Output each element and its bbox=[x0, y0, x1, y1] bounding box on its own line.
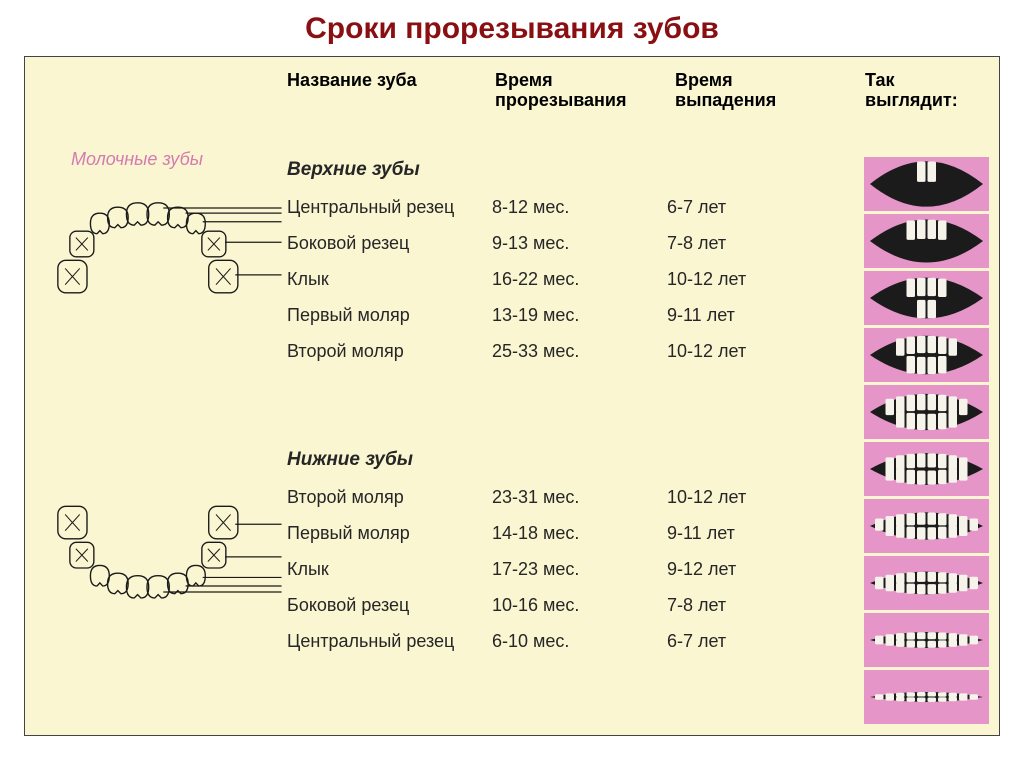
col-header-shedding: Времявыпадения bbox=[675, 71, 776, 111]
mouth-stage-icon bbox=[864, 385, 989, 439]
table-row: Первый моляр13-19 мес.9-11 лет bbox=[287, 305, 847, 335]
mouth-stage-icon bbox=[864, 670, 989, 724]
cell-name: Центральный резец bbox=[287, 631, 492, 652]
cell-shedding: 7-8 лет bbox=[667, 595, 787, 616]
col-header-eruption: Времяпрорезывания bbox=[495, 71, 626, 111]
mouth-stage-icon bbox=[864, 328, 989, 382]
cell-eruption: 9-13 мес. bbox=[492, 233, 667, 254]
cell-shedding: 6-7 лет bbox=[667, 197, 787, 218]
cell-eruption: 17-23 мес. bbox=[492, 559, 667, 580]
cell-shedding: 9-12 лет bbox=[667, 559, 787, 580]
col-header-look: Таквыглядит: bbox=[865, 71, 958, 111]
table-row: Клык17-23 мес.9-12 лет bbox=[287, 559, 847, 589]
table-row: Клык16-22 мес.10-12 лет bbox=[287, 269, 847, 299]
cell-shedding: 10-12 лет bbox=[667, 341, 787, 362]
table-row: Второй моляр23-31 мес.10-12 лет bbox=[287, 487, 847, 517]
mouth-stage-icon bbox=[864, 556, 989, 610]
table-row: Боковой резец9-13 мес.7-8 лет bbox=[287, 233, 847, 263]
table-row: Центральный резец8-12 мес.6-7 лет bbox=[287, 197, 847, 227]
cell-eruption: 10-16 мес. bbox=[492, 595, 667, 616]
cell-shedding: 10-12 лет bbox=[667, 487, 787, 508]
baby-teeth-label: Молочные зубы bbox=[71, 149, 203, 170]
section-lower: Нижние зубы bbox=[287, 449, 413, 471]
cell-name: Второй моляр bbox=[287, 487, 492, 508]
mouth-stage-icon bbox=[864, 271, 989, 325]
col-header-name: Название зуба bbox=[287, 71, 417, 91]
cell-name: Клык bbox=[287, 269, 492, 290]
cell-eruption: 13-19 мес. bbox=[492, 305, 667, 326]
mouth-stage-icon bbox=[864, 613, 989, 667]
mouth-stage-icon bbox=[864, 214, 989, 268]
table-row: Боковой резец10-16 мес.7-8 лет bbox=[287, 595, 847, 625]
mouth-progress-stack bbox=[864, 157, 989, 727]
cell-eruption: 6-10 мес. bbox=[492, 631, 667, 652]
cell-name: Центральный резец bbox=[287, 197, 492, 218]
table-row: Центральный резец6-10 мес.6-7 лет bbox=[287, 631, 847, 661]
cell-eruption: 8-12 мес. bbox=[492, 197, 667, 218]
page-title: Сроки прорезывания зубов bbox=[24, 12, 1000, 46]
cell-name: Второй моляр bbox=[287, 341, 492, 362]
cell-eruption: 25-33 мес. bbox=[492, 341, 667, 362]
cell-shedding: 10-12 лет bbox=[667, 269, 787, 290]
cell-shedding: 9-11 лет bbox=[667, 305, 787, 326]
table-row: Первый моляр14-18 мес.9-11 лет bbox=[287, 523, 847, 553]
cell-eruption: 23-31 мес. bbox=[492, 487, 667, 508]
dental-arch-lower-icon bbox=[45, 485, 285, 675]
cell-shedding: 7-8 лет bbox=[667, 233, 787, 254]
cell-name: Боковой резец bbox=[287, 595, 492, 616]
cell-shedding: 9-11 лет bbox=[667, 523, 787, 544]
dental-arch-upper-icon bbox=[45, 179, 285, 369]
cell-eruption: 14-18 мес. bbox=[492, 523, 667, 544]
table-row: Второй моляр25-33 мес.10-12 лет bbox=[287, 341, 847, 371]
cell-name: Боковой резец bbox=[287, 233, 492, 254]
mouth-stage-icon bbox=[864, 499, 989, 553]
cell-eruption: 16-22 мес. bbox=[492, 269, 667, 290]
cell-name: Первый моляр bbox=[287, 523, 492, 544]
section-upper: Верхние зубы bbox=[287, 159, 420, 181]
cell-name: Клык bbox=[287, 559, 492, 580]
mouth-stage-icon bbox=[864, 157, 989, 211]
info-frame: Название зуба Времяпрорезывания Времявып… bbox=[24, 56, 1000, 736]
cell-name: Первый моляр bbox=[287, 305, 492, 326]
cell-shedding: 6-7 лет bbox=[667, 631, 787, 652]
mouth-stage-icon bbox=[864, 442, 989, 496]
